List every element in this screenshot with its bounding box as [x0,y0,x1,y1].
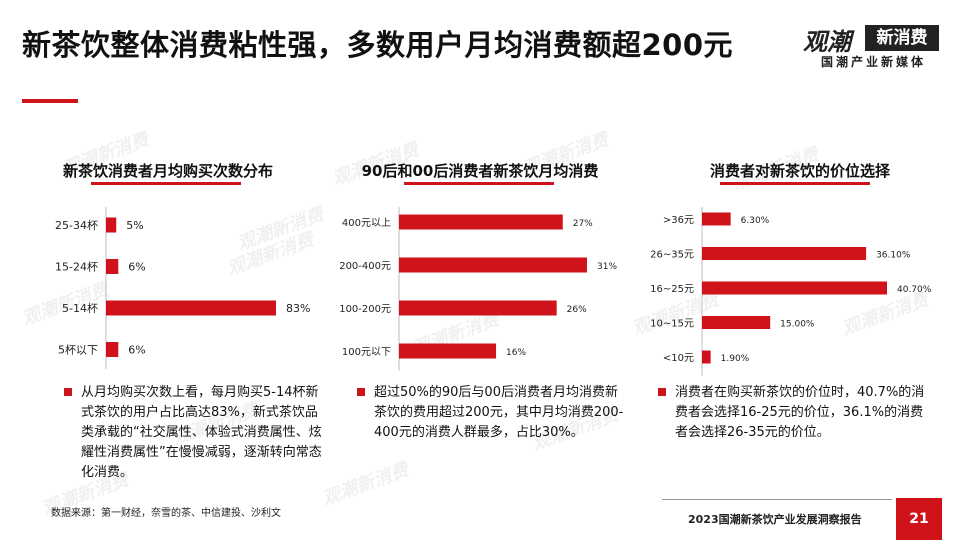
logo-box-text: 新消费 [865,25,939,51]
bar [399,300,557,316]
data-label: 31% [597,262,617,272]
chart-2-note-text: 超过50%的90后与00后消费者月均消费新茶饮的费用超过200元，其中月均消费2… [374,385,624,440]
bar [702,316,771,329]
category-label: 5杯以下 [58,343,98,357]
data-label: 6% [128,344,145,357]
bar [702,281,887,295]
category-label: 100-200元 [339,304,391,315]
data-label: 36.10% [876,251,911,261]
chart-2-title: 90后和00后消费者新茶饮月均消费 [361,162,599,180]
chart-2-title-underline [404,182,554,185]
page-title: 新茶饮整体消费粘性强，多数用户月均消费额超200元 [22,28,734,62]
title-underline [22,99,78,103]
bar [106,259,119,274]
category-label: <10元 [663,353,694,364]
bar [106,342,119,357]
category-label: 10~15元 [650,319,694,330]
bar [399,214,563,230]
chart-1-note-text: 从月均购买次数上看，每月购买5-14杯新式茶饮的用户占比高达83%，新式茶饮品类… [81,385,322,480]
logo-subtitle: 国潮产业新媒体 [821,55,927,69]
brand-logo: 观潮 新消费 国潮产业新媒体 [803,22,943,72]
bar [702,247,867,260]
logo-main-text: 观潮 [803,28,851,56]
data-label: 27% [573,219,593,229]
data-label: 5% [126,219,143,232]
watermark: 观潮新消费 [319,459,412,510]
data-label: 40.70% [897,285,932,295]
bar [399,257,587,273]
bar [106,217,117,233]
chart-1-title-underline [91,182,241,185]
data-label: 83% [286,302,310,315]
page-number: 21 [896,498,942,540]
data-label: 6.30% [741,216,770,226]
footer-divider [662,499,892,500]
category-label: 400元以上 [342,217,391,229]
data-source: 数据来源：第一财经，奈雪的茶、中信建投、沙利文 [51,508,281,519]
category-label: 16~25元 [650,284,694,295]
data-label: 26% [567,305,587,315]
category-label: 25-34杯 [55,218,98,232]
bar [106,300,276,316]
chart-3-note-text: 消费者在购买新茶饮的价位时，40.7%的消费者会选择16-25元的价位，36.1… [675,385,925,440]
chart-3-title: 消费者对新茶饮的价位选择 [709,162,890,180]
bar [702,212,731,226]
data-label: 15.00% [780,320,815,330]
bullet-square-icon [64,388,72,396]
category-label: 26~35元 [650,250,694,261]
data-label: 16% [506,348,526,358]
chart-3-note: 消费者在购买新茶饮的价位时，40.7%的消费者会选择16-25元的价位，36.1… [658,383,933,443]
data-label: 1.90% [721,354,750,364]
category-label: 15-24杯 [55,260,98,274]
bar [702,350,711,364]
chart-1-svg: 25-34杯 5% 15-24杯 6% 5-14杯 83% 5杯以下 6% [55,207,310,369]
chart-3-svg: >36元 6.30% 26~35元 36.10% 16~25元 40.70% 10~15元 1… [650,207,932,376]
category-label: 100元以下 [342,347,391,358]
bullet-square-icon [357,388,365,396]
chart-1-title: 新茶饮消费者月均购买次数分布 [62,162,273,180]
chart-3-title-underline [720,182,870,185]
category-label: 200-400元 [339,261,391,272]
bar [399,343,497,359]
data-label: 6% [128,261,145,274]
report-name: 2023国潮新茶饮产业发展洞察报告 [688,513,862,526]
chart-1-note: 从月均购买次数上看，每月购买5-14杯新式茶饮的用户占比高达83%，新式茶饮品类… [64,383,329,483]
chart-2-note: 超过50%的90后与00后消费者月均消费新茶饮的费用超过200元，其中月均消费2… [357,383,625,443]
category-label: 5-14杯 [62,301,98,315]
bullet-square-icon [658,388,666,396]
chart-2-svg: 400元以上 27% 200-400元 31% 100-200元 26% 100元以下 16% [339,207,617,371]
category-label: >36元 [663,215,694,226]
